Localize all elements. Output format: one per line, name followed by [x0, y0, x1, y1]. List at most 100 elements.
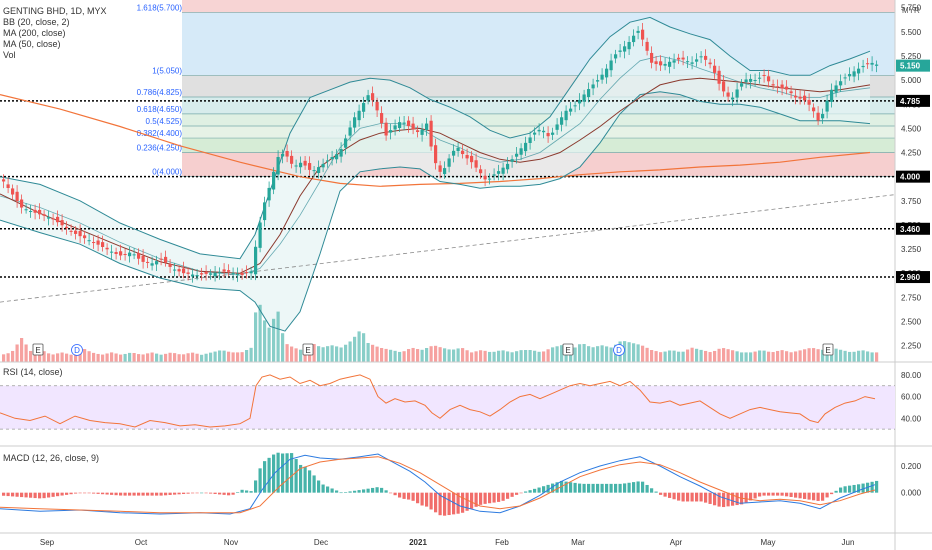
macd-hist-bar: [371, 487, 375, 493]
macd-hist-bar: [659, 492, 663, 495]
candle-body: [785, 86, 789, 90]
candle-body: [681, 57, 685, 60]
candle-body: [119, 251, 123, 256]
volume-bar: [47, 353, 51, 362]
volume-bar: [681, 351, 685, 362]
candle-body: [708, 62, 712, 65]
volume-bar: [407, 349, 411, 362]
volume-bar: [425, 348, 429, 362]
time-tick-label: Mar: [571, 538, 585, 547]
ma50-legend[interactable]: MA (50, close): [3, 39, 61, 49]
volume-bar: [834, 348, 838, 362]
volume-bar: [573, 347, 577, 362]
earnings-marker-label: E: [305, 346, 310, 355]
volume-bar: [722, 348, 726, 362]
candle-body: [42, 214, 46, 216]
macd-legend[interactable]: MACD (12, 26, close, 9): [3, 453, 100, 463]
candle-body: [614, 54, 618, 59]
candle-body: [816, 112, 820, 121]
volume-bar: [744, 352, 748, 362]
volume-bar: [105, 353, 109, 362]
candle-body: [101, 242, 105, 247]
volume-bar: [578, 344, 582, 362]
time-tick-label: Apr: [670, 538, 683, 547]
ma200-legend[interactable]: MA (200, close): [3, 28, 66, 38]
macd-hist-bar: [722, 492, 726, 508]
time-tick-label: Sep: [40, 538, 55, 547]
candle-body: [254, 246, 258, 275]
volume-bar: [843, 350, 847, 362]
time-tick-label: 2021: [409, 538, 427, 547]
macd-hist-bar: [609, 483, 613, 493]
volume-bar: [546, 349, 550, 362]
price-tick-label: 4.250: [901, 149, 922, 158]
candle-body: [600, 74, 604, 80]
macd-hist-bar: [488, 492, 492, 504]
price-tick-label: 5.000: [901, 76, 922, 85]
volume-bar: [209, 352, 213, 362]
macd-hist-bar: [209, 492, 213, 494]
candle-body: [285, 151, 289, 157]
candle-body: [573, 105, 577, 107]
macd-hist-bar: [591, 483, 595, 493]
vol-legend[interactable]: Vol: [3, 50, 16, 60]
macd-hist-bar: [168, 492, 172, 495]
macd-hist-bar: [852, 484, 856, 493]
bb-legend[interactable]: BB (20, close, 2): [3, 17, 70, 27]
macd-hist-bar: [321, 484, 325, 493]
volume-bar: [474, 351, 478, 362]
macd-hist-bar: [348, 491, 352, 493]
time-tick-label: Feb: [495, 538, 509, 547]
candle-body: [411, 123, 415, 130]
candle-body: [866, 63, 870, 65]
macd-hist-bar: [254, 480, 258, 493]
macd-hist-bar: [182, 492, 186, 494]
volume-bar: [587, 346, 591, 362]
macd-hist-bar: [641, 481, 645, 493]
volume-bar: [173, 353, 177, 362]
volume-bar: [636, 344, 640, 362]
candle-body: [731, 97, 735, 100]
macd-hist-bar: [402, 492, 406, 499]
volume-bar: [92, 352, 96, 362]
macd-hist-bar: [578, 483, 582, 493]
candle-body: [267, 187, 271, 201]
earnings-marker: [822, 343, 834, 356]
candle-body: [357, 110, 361, 121]
price-tick-label: 3.250: [901, 245, 922, 254]
volume-bar: [353, 336, 357, 362]
macd-hist-bar: [744, 492, 748, 503]
macd-hist-bar: [74, 492, 78, 494]
volume-bar: [560, 345, 564, 362]
volume-bar: [294, 348, 298, 362]
rsi-legend[interactable]: RSI (14, close): [3, 367, 63, 377]
volume-bar: [33, 351, 37, 362]
macd-hist-bar: [672, 492, 676, 500]
volume-bar: [258, 304, 262, 362]
candle-body: [839, 81, 843, 86]
time-tick-label: May: [760, 538, 775, 547]
macd-hist-bar: [245, 490, 249, 493]
macd-hist-bar: [614, 483, 618, 493]
volume-bar: [866, 351, 870, 362]
volume-bar: [321, 347, 325, 362]
volume-bar: [65, 353, 69, 362]
price-tick-label: 5.250: [901, 52, 922, 61]
macd-hist-bar: [15, 492, 19, 497]
volume-bar: [762, 350, 766, 362]
candle-body: [375, 101, 379, 111]
candle-body: [371, 93, 375, 101]
macd-hist-bar: [807, 492, 811, 500]
volume-bar: [119, 354, 123, 362]
candle-body: [173, 269, 177, 271]
macd-hist-bar: [29, 492, 33, 498]
macd-hist-bar: [92, 492, 96, 494]
macd-hist-bar: [542, 486, 546, 493]
candle-body: [465, 154, 469, 159]
volume-bar: [186, 353, 190, 362]
earnings-marker: [302, 343, 314, 356]
candle-body: [416, 130, 420, 133]
macd-hist-bar: [285, 453, 289, 493]
candle-body: [438, 165, 442, 172]
